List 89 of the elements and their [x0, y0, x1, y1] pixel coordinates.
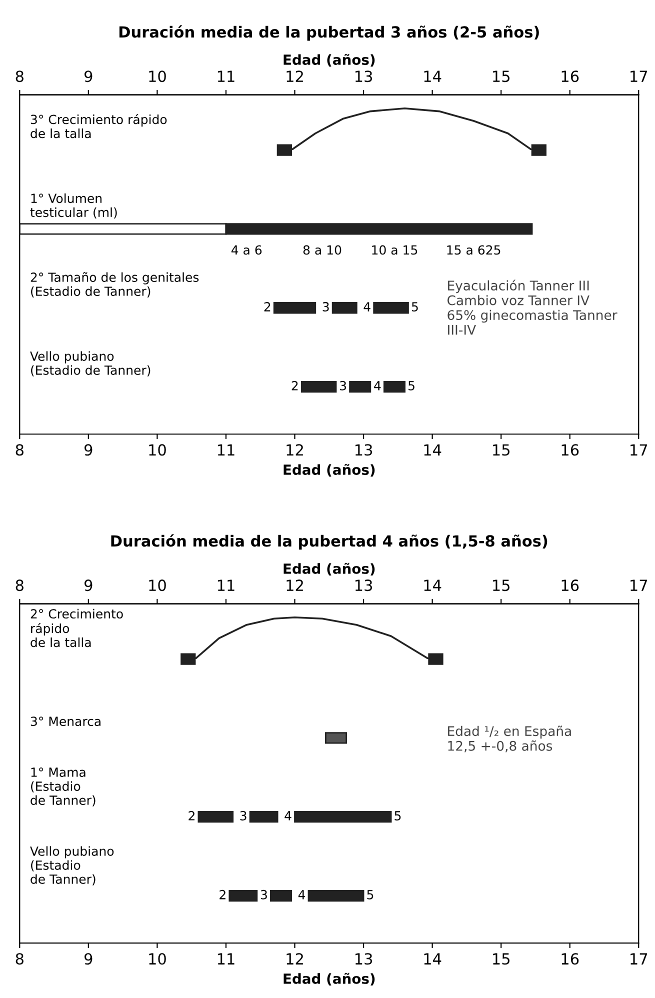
x-tick-label: 12 — [286, 580, 303, 591]
x-tick-label: 14 — [424, 580, 442, 591]
x-tick-label: 9 — [84, 70, 92, 82]
x-tick-label: 13 — [355, 953, 372, 965]
annotation: 2 — [264, 302, 270, 312]
bar — [373, 302, 409, 314]
y-tick-label: Vello pubiano (Estadio de Tanner) — [30, 846, 114, 886]
annotation: 5 — [412, 302, 418, 312]
bar — [228, 890, 258, 902]
annotation: 3 — [340, 380, 346, 390]
annotation: 2 — [220, 890, 226, 900]
y-tick-label: 2° Crecimiento rápido de la talla — [30, 608, 123, 648]
annotation: 4 — [298, 890, 306, 900]
x-tick-label: 14 — [424, 444, 442, 456]
y-tick-label: 2° Tamaño de los genitales (Estadio de Tanner) — [30, 272, 199, 298]
x-tick-label: 11 — [218, 444, 234, 456]
bar — [325, 732, 348, 744]
x-axis-title: Edad (años) — [284, 562, 375, 576]
y-tick-label: 3° Crecimiento rápido de la talla — [30, 114, 167, 138]
annotation: Eyaculación Tanner III Cambio voz Tanner IV 65% ginecomastia Tanner III-IV — [447, 280, 618, 335]
y-tick-label: Vello pubiano (Estadio de Tanner) — [30, 351, 150, 376]
x-tick-label: 14 — [424, 70, 442, 82]
bar — [349, 380, 372, 393]
x-tick-label: 11 — [218, 580, 234, 591]
annotation: 3 — [240, 811, 246, 820]
x-tick-label: 17 — [630, 953, 648, 964]
x-tick-label: 8 — [16, 580, 24, 592]
bar — [332, 302, 358, 314]
annotation: Edad ¹/₂ en España 12,5 +-0,8 años — [448, 726, 571, 752]
x-tick-label: 13 — [355, 580, 372, 592]
x-tick-label: 14 — [424, 953, 442, 964]
bar — [198, 811, 234, 823]
x-tick-label: 15 — [493, 70, 510, 82]
x-tick-label: 10 — [149, 953, 166, 965]
y-tick-label: 1° Mama (Estadio de Tanner) — [30, 768, 96, 806]
annotation: 5 — [394, 811, 401, 820]
x-tick-label: 9 — [84, 953, 92, 965]
bar — [300, 380, 337, 393]
annotation: 4 — [284, 811, 292, 820]
x-tick-label: 8 — [16, 70, 24, 82]
bar — [383, 380, 406, 393]
x-tick-label: 10 — [149, 444, 166, 456]
x-tick-label: 16 — [562, 953, 579, 965]
annotation: 8 a 10 — [303, 245, 342, 255]
bar — [270, 890, 292, 902]
x-tick-label: 15 — [493, 444, 510, 456]
x-tick-label: 15 — [493, 953, 510, 965]
x-tick-label: 10 — [149, 70, 166, 82]
x-tick-label: 16 — [562, 70, 579, 82]
bar — [308, 890, 364, 902]
bar — [273, 302, 316, 314]
x-tick-label: 17 — [630, 70, 648, 82]
x-axis-title: Edad (años) — [284, 972, 375, 986]
annotation: 5 — [408, 381, 414, 390]
x-tick-label: 9 — [84, 444, 92, 456]
x-tick-label: 8 — [16, 444, 24, 456]
x-tick-label: 11 — [218, 70, 234, 82]
annotation: 2 — [292, 380, 298, 390]
x-tick-label: 15 — [493, 580, 510, 592]
annotation: 2 — [188, 811, 194, 820]
annotation: 4 — [364, 302, 370, 312]
x-tick-label: 17 — [630, 580, 648, 591]
x-tick-label: 8 — [16, 953, 24, 965]
y-tick-label: 1° Volumen testicular (ml) — [30, 193, 117, 219]
bar — [249, 811, 278, 823]
x-axis-title: Edad (años) — [284, 54, 375, 67]
annotation: 10 a 15 — [372, 245, 418, 255]
y-tick-label: 3° Menarca — [30, 716, 100, 726]
annotation: 4 a 6 — [231, 245, 262, 255]
x-tick-label: 17 — [630, 444, 648, 456]
x-tick-label: 10 — [149, 580, 166, 592]
x-tick-label: 11 — [218, 953, 234, 964]
chart-title: Duración media de la pubertad 4 años (1,5-8 años) — [111, 534, 548, 550]
annotation: 5 — [367, 890, 374, 900]
x-tick-label: 9 — [84, 580, 92, 592]
annotation: 15 a 625 — [447, 245, 500, 255]
x-tick-label: 13 — [355, 444, 372, 456]
annotation: 4 — [374, 381, 381, 390]
x-tick-label: 12 — [286, 70, 303, 82]
x-tick-label: 12 — [286, 444, 303, 456]
x-tick-label: 16 — [562, 444, 579, 456]
annotation: 3 — [260, 890, 267, 900]
bar — [294, 811, 392, 823]
annotation: 3 — [322, 302, 329, 312]
chart-title: Duración media de la pubertad 3 años (2-5 años) — [119, 25, 539, 41]
x-tick-label: 12 — [286, 953, 303, 964]
x-tick-label: 13 — [355, 70, 372, 82]
x-axis-title: Edad (años) — [284, 464, 375, 477]
x-tick-label: 16 — [562, 580, 579, 592]
